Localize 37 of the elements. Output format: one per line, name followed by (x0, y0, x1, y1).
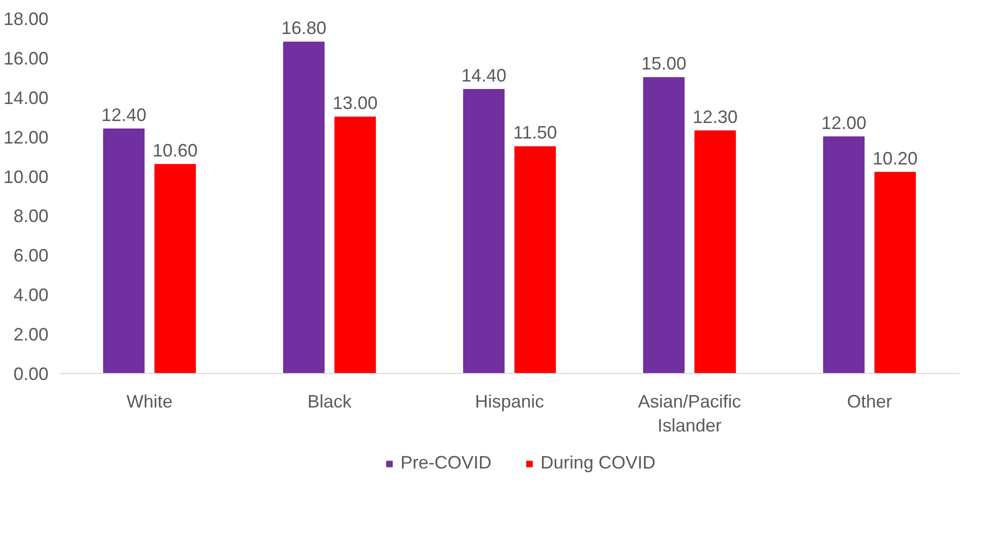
y-tick-label: 6.00 (13, 246, 49, 266)
x-tick-label: White (126, 392, 173, 412)
bar (283, 42, 325, 374)
bar (874, 172, 916, 374)
bar (643, 77, 685, 374)
data-label: 10.20 (872, 148, 918, 168)
legend-label: During COVID (540, 452, 656, 474)
data-label: 14.40 (461, 66, 506, 86)
data-label: 12.40 (101, 104, 146, 125)
y-tick-label: 10.00 (3, 166, 49, 187)
x-tick-label: Black (307, 392, 353, 412)
x-tick-label: Other (846, 392, 892, 412)
y-tick-label: 16.00 (3, 48, 49, 68)
bar (463, 89, 505, 374)
x-tick-label: Hispanic (474, 392, 544, 412)
y-tick-label: 14.00 (3, 88, 49, 108)
data-label: 15.00 (641, 54, 686, 74)
bar (334, 116, 376, 374)
data-label: 10.60 (152, 140, 198, 160)
bar (823, 136, 865, 374)
y-tick-label: 8.00 (13, 206, 49, 226)
data-label: 12.30 (692, 106, 738, 127)
bar (154, 164, 196, 374)
y-tick-label: 0.00 (13, 364, 49, 384)
legend-label: Pre-COVID (400, 452, 492, 474)
y-tick-label: 12.00 (3, 127, 49, 148)
x-tick-label: Asian/Pacific Islander (638, 392, 742, 436)
bar (694, 130, 736, 374)
bar (514, 146, 556, 374)
data-label: 13.00 (332, 93, 378, 114)
y-tick-label: 18.00 (3, 9, 49, 29)
y-tick-label: 2.00 (13, 324, 49, 345)
data-label: 11.50 (513, 122, 558, 143)
data-label: 16.80 (281, 18, 326, 38)
y-tick-label: 4.00 (13, 285, 49, 306)
bar (103, 128, 145, 374)
data-label: 12.00 (821, 112, 866, 133)
